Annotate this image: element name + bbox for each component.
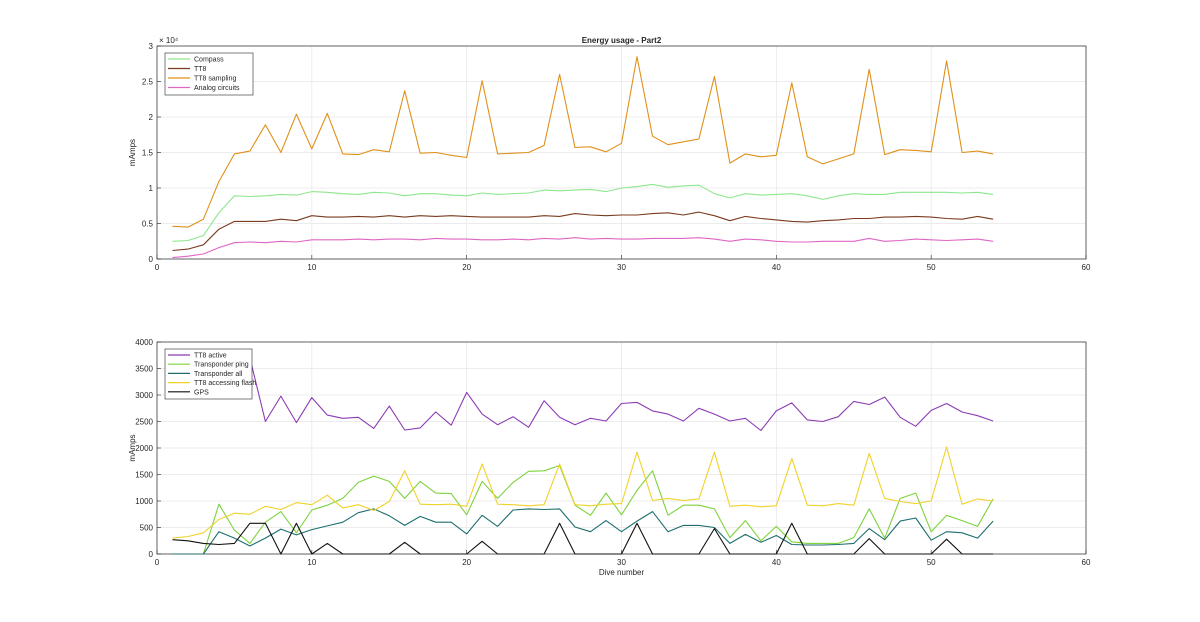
axes-box [156,45,1087,260]
y-tick-label: 1000 [135,497,153,506]
legend: Compass TT8 TT8 sampling Analog circuits [164,52,254,96]
legend-entry-transponder-ping: Transponder ping [194,362,249,369]
y-tick-label: 500 [140,524,154,533]
legend-entry-tt8-active: TT8 active [194,353,227,360]
legend-entry-tt8-sampling: TT8 sampling [194,76,237,83]
series-tt8-accessing-flash [172,446,994,539]
x-tick-label: 0 [155,263,160,272]
series-line-transponder-ping [172,464,994,555]
x-tick-label: 40 [772,263,781,272]
x-tick-label: 30 [617,558,626,567]
series-line-tt8 [172,211,994,252]
y-axis-label: mAmps [128,139,137,166]
y-exponent-label: × 10⁴ [159,36,179,45]
series-line-tt8-active [249,357,994,432]
y-tick-label: 1.5 [142,149,154,158]
legend-entry-gps: GPS [194,389,209,396]
legend-entry-tt8-accessing-flash: TT8 accessing flash [194,380,256,387]
legend-entry-analog-circuits: Analog circuits [194,85,240,92]
x-tick-label: 20 [462,558,471,567]
energy-chart-bottom: 0 10 20 30 40 50 60 0 500 1000 1500 2000 2500 3000 350… [128,338,1091,577]
x-tick-label: 40 [772,558,781,567]
legend-entry-tt8: TT8 [194,66,207,73]
series-tt8 [172,211,994,252]
y-tick-label: 2 [149,113,154,122]
series-transponder-ping [172,464,994,555]
legend-entry-transponder-all: Transponder all [194,371,243,378]
y-tick-label: 0.5 [142,220,154,229]
series-tt8-sampling [172,56,994,228]
y-tick-label: 3 [149,42,154,51]
x-tick-label: 10 [307,263,316,272]
y-tick-label: 2000 [135,444,153,453]
series-line-tt8-sampling [172,56,994,228]
x-tick-label: 50 [927,558,936,567]
series-transponder-all [172,508,994,555]
y-tick-label: 4000 [135,338,153,347]
series-line-transponder-all [172,508,994,555]
y-tick-label: 3000 [135,391,153,400]
x-tick-label: 0 [155,558,160,567]
y-tick-label: 3500 [135,365,153,374]
x-tick-label: 50 [927,263,936,272]
energy-chart-top: 0 10 20 30 40 50 60 0 0.5 1 1.5 2 2.5 3 × 10⁴ Energy us… [128,36,1091,272]
series-line-tt8-accessing-flash [172,446,994,539]
x-tick-label: 60 [1082,558,1091,567]
x-tick-label: 10 [307,558,316,567]
series-tt8-active [249,357,994,432]
y-axis-label: mAmps [128,434,137,461]
series-line-compass [172,183,994,242]
x-tick-label: 20 [462,263,471,272]
series-gps [172,522,994,555]
series-compass [172,183,994,242]
series-line-analog-circuits [172,237,994,259]
x-tick-label: 30 [617,263,626,272]
y-tick-label: 2.5 [142,78,154,87]
legend: TT8 active Transponder ping Transponder al… [164,348,256,400]
chart-title: Energy usage - Part2 [582,36,662,45]
y-tick-label: 1500 [135,471,153,480]
legend-entry-compass: Compass [194,57,224,64]
y-tick-label: 1 [149,184,154,193]
y-tick-label: 0 [149,255,154,264]
y-tick-label: 2500 [135,418,153,427]
series-analog-circuits [172,237,994,259]
x-tick-label: 60 [1082,263,1091,272]
y-tick-label: 0 [149,550,154,559]
series-line-gps [172,522,994,555]
x-axis-label: Dive number [599,568,645,577]
